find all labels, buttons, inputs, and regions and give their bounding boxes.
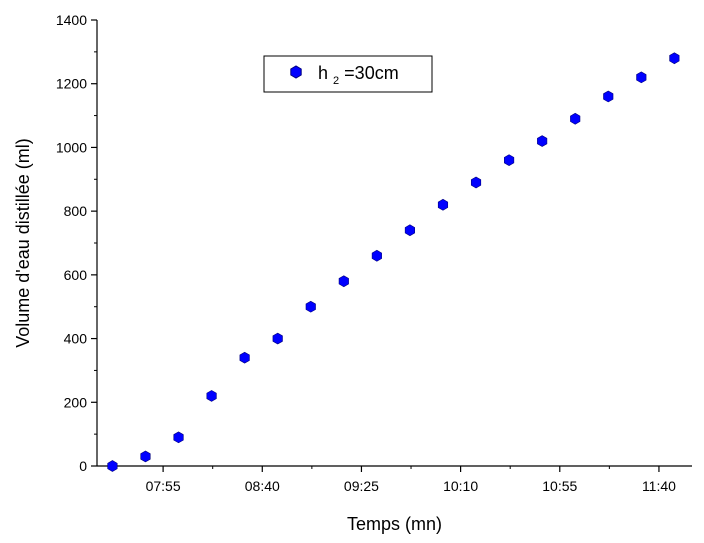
data-point [537,135,548,147]
y-tick-label: 0 [79,458,87,474]
y-tick-label: 400 [64,331,88,347]
x-axis-ticks: 07:55 08:40 09:25 10:10 10:55 11:40 [113,466,676,494]
y-tick-label: 800 [64,203,88,219]
x-tick-label: 10:10 [443,478,478,494]
legend: h 2 =30cm [263,55,433,93]
y-axis-ticks: 0 200 400 600 800 1000 1200 1400 [56,12,97,474]
x-tick-label: 09:25 [344,478,379,494]
data-point [206,390,217,402]
data-point [140,450,151,463]
data-point [603,90,614,103]
y-tick-label: 1000 [56,139,87,155]
y-tick-label: 1400 [56,12,87,28]
data-point [437,198,449,211]
data-points [107,52,680,472]
data-point [669,52,680,65]
data-point [404,224,415,237]
data-point [504,154,515,167]
x-tick-label: 08:40 [245,478,280,494]
data-point [272,332,283,345]
y-tick-label: 1200 [56,76,87,92]
data-point [570,112,581,125]
legend-label-subscript: 2 [333,75,339,87]
legend-label-main: h [318,63,328,83]
data-point [470,176,482,189]
data-point [239,351,250,364]
data-point [636,71,647,84]
legend-marker-hexagon-icon [290,65,302,79]
x-tick-label: 11:40 [642,478,676,494]
data-point [338,275,349,288]
data-point [173,431,184,444]
x-tick-label: 10:55 [542,478,577,494]
x-tick-label: 07:55 [146,478,181,494]
legend-label-rest: =30cm [344,63,399,83]
legend-entry-label: h 2 =30cm [318,63,399,88]
data-point [371,249,382,262]
y-tick-label: 600 [64,267,88,283]
y-tick-label: 200 [64,394,88,410]
x-axis-title: Temps (mn) [347,514,442,534]
y-axis-title: Volume d'eau distillée (ml) [13,138,33,348]
data-point [305,300,316,313]
data-point [107,460,118,472]
